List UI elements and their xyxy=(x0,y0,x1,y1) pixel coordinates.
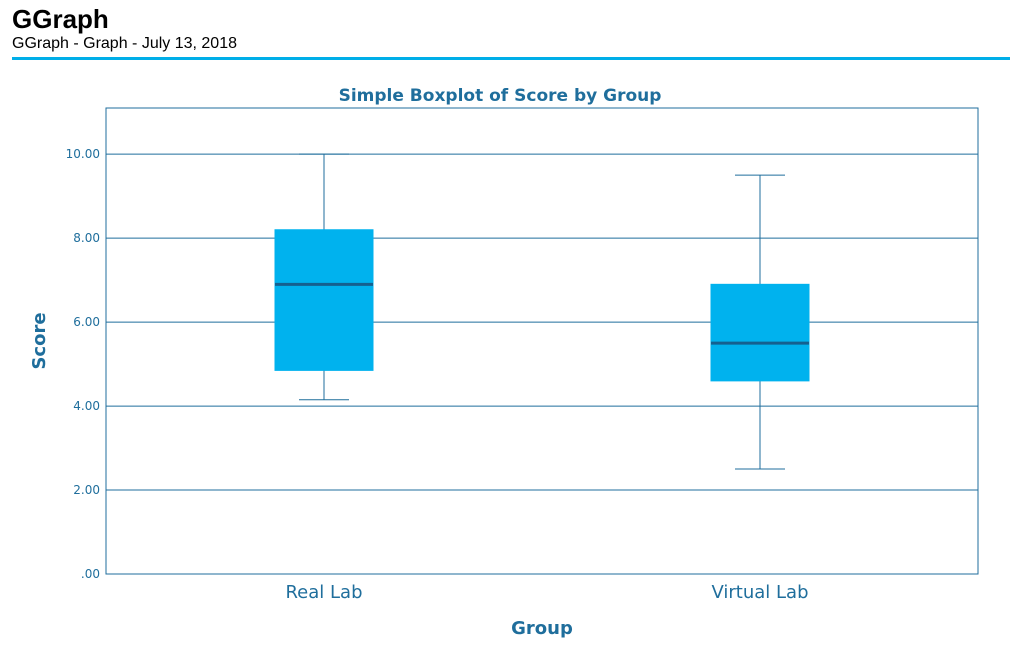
app-title: GGraph xyxy=(12,4,109,34)
boxes xyxy=(274,153,810,470)
box-1 xyxy=(274,153,374,401)
page-header: GGraph GGraph - Graph - July 13, 2018 xyxy=(12,4,1010,54)
y-axis-title: Score xyxy=(29,312,50,369)
iqr-box xyxy=(710,283,810,382)
y-tick-label: 10.00 xyxy=(66,147,100,161)
y-tick-label: 4.00 xyxy=(73,399,100,413)
box-2 xyxy=(710,174,810,470)
y-tick-label: .00 xyxy=(81,567,100,581)
header-divider xyxy=(12,57,1010,60)
chart-title: Simple Boxplot of Score by Group xyxy=(339,86,662,106)
x-axis-title: Group xyxy=(511,618,573,639)
plot-frame xyxy=(105,107,979,575)
x-tick-label: Real Lab xyxy=(285,582,362,603)
page-subtitle: GGraph - Graph - July 13, 2018 xyxy=(12,35,237,52)
y-axis-ticks: .00 2.00 4.00 6.00 8.00 10.00 xyxy=(66,147,100,581)
gridlines xyxy=(106,153,978,491)
y-tick-label: 2.00 xyxy=(73,483,100,497)
y-tick-label: 6.00 xyxy=(73,315,100,329)
x-tick-label: Virtual Lab xyxy=(711,582,808,603)
iqr-box xyxy=(274,229,374,371)
y-tick-label: 8.00 xyxy=(73,231,100,245)
x-axis-ticks: Real Lab Virtual Lab xyxy=(285,582,808,603)
